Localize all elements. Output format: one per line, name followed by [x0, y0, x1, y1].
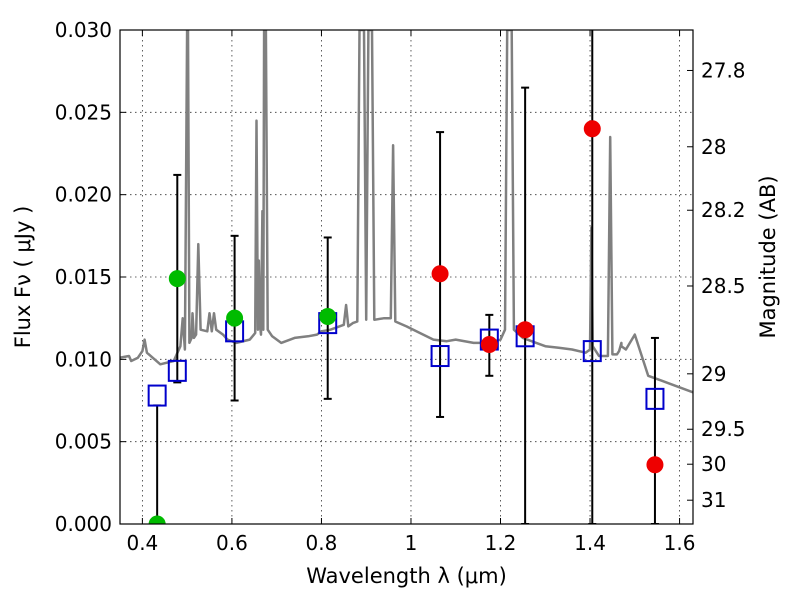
y-axis-label: Flux Fν ( μJy ) — [11, 206, 35, 349]
observed-green-point — [148, 515, 166, 524]
model-photometry-square — [645, 387, 665, 410]
model-photometry-square — [147, 384, 167, 407]
right-tick-label: 27.8 — [701, 58, 746, 82]
y-tick-label: 0.015 — [55, 265, 112, 289]
x-axis-label: Wavelength λ (μm) — [306, 564, 507, 588]
right-tick-label: 30 — [701, 452, 726, 476]
observed-red-point — [431, 265, 449, 283]
observed-red-point — [480, 336, 498, 354]
y-tick-label: 0.030 — [55, 18, 112, 42]
right-tick-label: 28.5 — [701, 274, 746, 298]
y-tick-label: 0.010 — [55, 347, 112, 371]
x-tick-label: 1.4 — [574, 531, 606, 555]
y-tick-label: 0.000 — [55, 512, 112, 536]
observed-red-point — [583, 120, 601, 138]
x-tick-label: 1.6 — [664, 531, 696, 555]
grid-layer — [120, 29, 693, 525]
x-tick-label: 0.6 — [216, 531, 248, 555]
x-tick-label: 1.2 — [485, 531, 517, 555]
y-tick-label: 0.020 — [55, 183, 112, 207]
right-tick-label: 31 — [701, 488, 726, 512]
ticks-layer: 0.4 0.6 0.8 1 1.2 1.4 1.6 0.000 0.005 0.010 0.015 0… — [55, 18, 746, 555]
observed-red-point — [516, 321, 534, 339]
right-tick-label: 28.2 — [701, 198, 746, 222]
model-photometry-square — [430, 345, 450, 368]
observed-green-point — [319, 308, 337, 326]
y-tick-label: 0.025 — [55, 100, 112, 124]
model-photometry-square — [582, 340, 602, 363]
right-tick-label: 29 — [701, 362, 726, 386]
x-tick-label: 0.8 — [306, 531, 338, 555]
x-tick-label: 0.4 — [126, 531, 158, 555]
right-axis-label: Magnitude (AB) — [756, 175, 780, 338]
spectrum-line — [120, 30, 693, 394]
x-tick-label: 1 — [405, 531, 418, 555]
observed-green-point — [168, 270, 186, 288]
right-tick-label: 28 — [701, 135, 726, 159]
data-layer — [120, 30, 693, 524]
y-tick-label: 0.005 — [55, 430, 112, 454]
right-tick-label: 29.5 — [701, 417, 746, 441]
observed-green-point — [226, 309, 244, 327]
observed-red-point — [646, 456, 664, 474]
model-photometry-square — [167, 359, 187, 382]
